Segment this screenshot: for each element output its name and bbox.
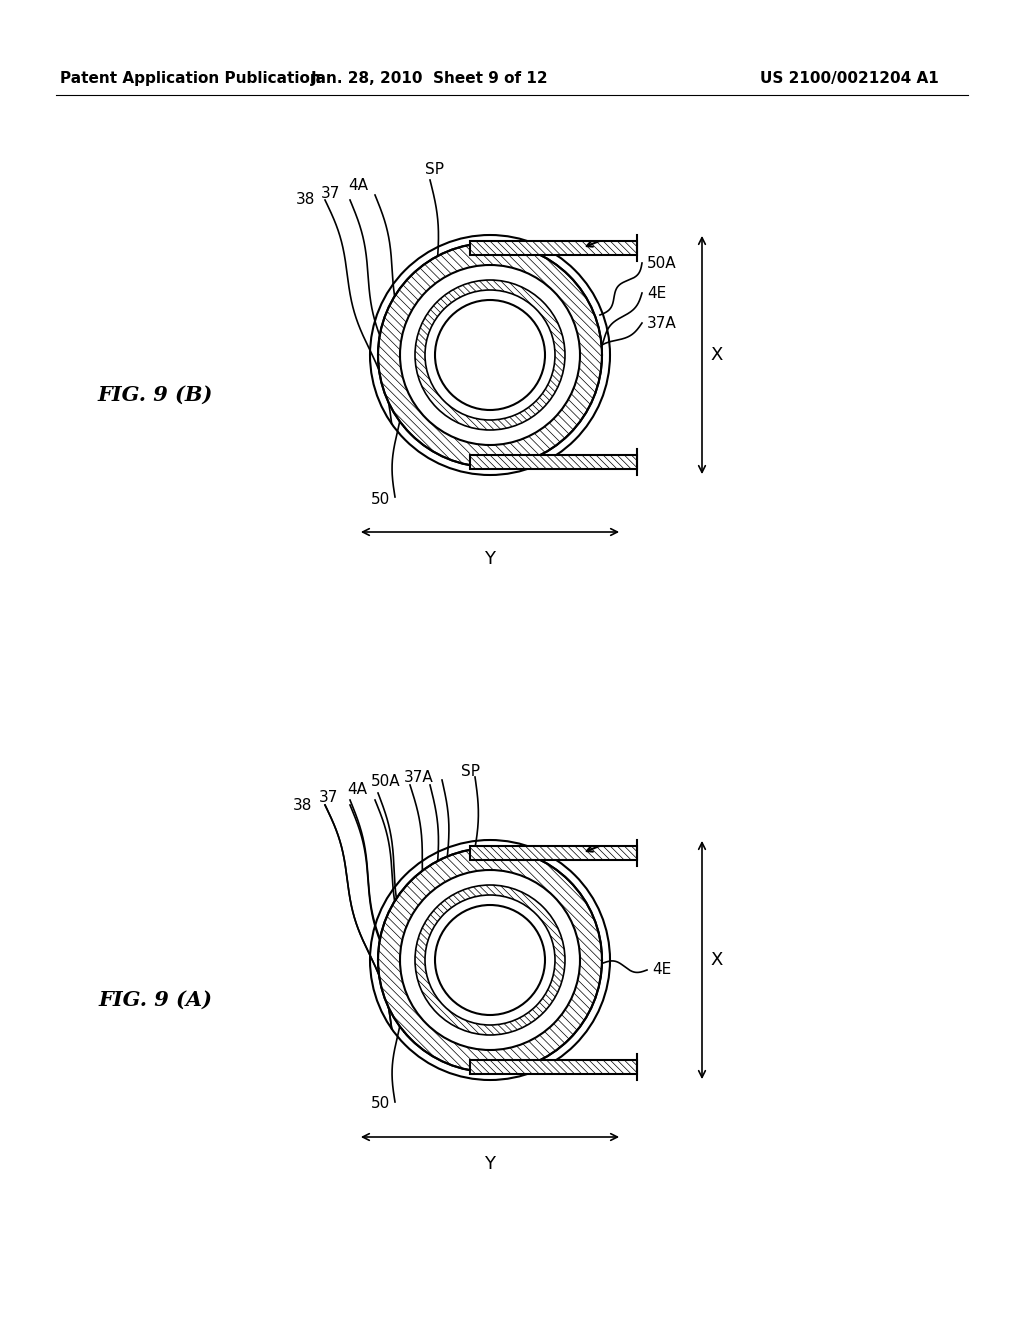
Text: 50: 50: [371, 491, 390, 507]
Text: 50A: 50A: [371, 775, 400, 789]
Text: 37: 37: [321, 186, 340, 201]
Circle shape: [425, 895, 555, 1026]
Text: 38: 38: [296, 193, 315, 207]
Bar: [470, 455, 637, 469]
Circle shape: [378, 243, 602, 467]
Circle shape: [415, 280, 565, 430]
Text: 4A: 4A: [347, 783, 367, 797]
Text: FIG. 9 (B): FIG. 9 (B): [97, 385, 213, 405]
Text: X: X: [710, 346, 722, 364]
Text: Y: Y: [484, 1155, 496, 1173]
Text: FIG. 9 (A): FIG. 9 (A): [98, 990, 212, 1010]
Text: Patent Application Publication: Patent Application Publication: [60, 70, 321, 86]
Circle shape: [378, 847, 602, 1072]
Bar: [470, 846, 637, 861]
Text: 37: 37: [318, 789, 338, 804]
Bar: [470, 1060, 637, 1074]
Circle shape: [400, 265, 580, 445]
Text: Y: Y: [484, 550, 496, 568]
Text: 4A: 4A: [348, 177, 368, 193]
Circle shape: [415, 884, 565, 1035]
Text: US 2100/0021204 A1: US 2100/0021204 A1: [760, 70, 939, 86]
Text: SP: SP: [462, 764, 480, 780]
Text: Jan. 28, 2010  Sheet 9 of 12: Jan. 28, 2010 Sheet 9 of 12: [311, 70, 549, 86]
Circle shape: [435, 906, 545, 1015]
Text: 37A: 37A: [647, 315, 677, 330]
Text: 50: 50: [371, 1097, 390, 1111]
Circle shape: [435, 300, 545, 411]
Text: 50A: 50A: [647, 256, 677, 271]
Text: 38: 38: [293, 797, 312, 813]
Circle shape: [425, 290, 555, 420]
Text: SP: SP: [426, 162, 444, 177]
Circle shape: [378, 243, 602, 467]
Text: 37A: 37A: [404, 770, 434, 784]
Circle shape: [400, 870, 580, 1049]
Text: 4E: 4E: [652, 962, 672, 978]
Text: 4E: 4E: [647, 285, 667, 301]
Text: X: X: [710, 950, 722, 969]
Circle shape: [378, 847, 602, 1072]
Bar: [470, 242, 637, 255]
